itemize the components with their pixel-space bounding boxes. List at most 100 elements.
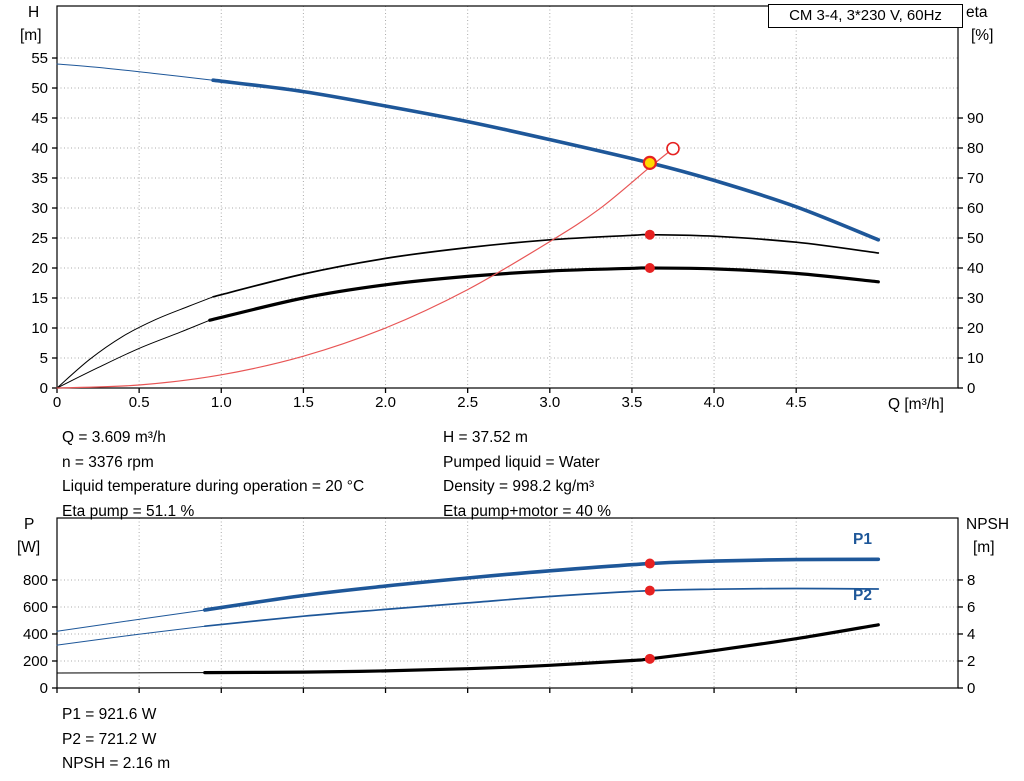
eta-pump-lead-curve: [56, 296, 214, 389]
readout-left-column: Q = 3.609 m³/h n = 3376 rpm Liquid tempe…: [62, 426, 364, 524]
svg-text:1.5: 1.5: [293, 394, 314, 411]
axis-ticks: [52, 57, 963, 393]
head-curve: [211, 78, 881, 242]
svg-text:4.0: 4.0: [704, 394, 725, 411]
svg-text:8: 8: [967, 572, 975, 589]
svg-text:40: 40: [31, 140, 48, 157]
svg-text:25: 25: [31, 230, 48, 247]
svg-text:55: 55: [31, 50, 48, 67]
svg-text:0: 0: [967, 380, 975, 397]
p1-lead-curve: [56, 609, 206, 632]
eta-axis-unit: [%]: [971, 27, 994, 44]
gridlines: [57, 518, 958, 688]
svg-text:20: 20: [967, 320, 984, 337]
svg-text:30: 30: [967, 290, 984, 307]
eta-pump-motor-line: Eta pump+motor = 40 %: [443, 502, 612, 520]
svg-text:35: 35: [31, 170, 48, 187]
npsh-value-line: NPSH = 2.16 m: [62, 755, 171, 773]
hq-eta-chart: 0 0.5 1.0 1.5 2.0 2.5 3.0 3.5 4.0 4.5 0 5 10 15 20 25 30…: [20, 4, 994, 413]
eta-pump-marker: [644, 229, 655, 240]
svg-text:4.5: 4.5: [786, 394, 807, 411]
plot-frame: [56, 5, 959, 389]
p2-curve: [203, 587, 880, 628]
npsh-curve: [203, 623, 880, 675]
eta-axis-title: eta: [966, 4, 988, 21]
speed-line: n = 3376 rpm: [62, 453, 154, 471]
svg-text:40: 40: [967, 260, 984, 277]
eta-pump-motor-curve: [208, 266, 880, 322]
svg-text:4: 4: [967, 626, 975, 643]
plot-frame: [56, 517, 959, 689]
readout-right-column: H = 37.52 m Pumped liquid = Water Densit…: [443, 426, 611, 524]
hq-eta-chart-canvas: 0 0.5 1.0 1.5 2.0 2.5 3.0 3.5 4.0 4.5 0 5 10 15 20 25 30…: [31, 5, 984, 411]
p-axis-title: P: [24, 516, 35, 533]
density-line: Density = 998.2 kg/m³: [443, 478, 595, 496]
svg-text:2: 2: [967, 653, 975, 670]
p1-marker: [644, 558, 655, 569]
eta-pump-curve: [212, 233, 880, 298]
svg-text:0: 0: [40, 380, 48, 397]
eta-pump-motor-marker: [644, 263, 655, 274]
svg-text:1.0: 1.0: [211, 394, 232, 411]
system-curve-curve: [56, 148, 674, 389]
p2-lead-curve: [56, 625, 206, 646]
p-axis-unit: [W]: [17, 539, 41, 556]
tick-labels: 0 0.5 1.0 1.5 2.0 2.5 3.0 3.5 4.0 4.5 0 5 10 15 20 25 30…: [31, 50, 983, 411]
power-npsh-chart: 0 200 400 600 800 0 2 4 6 8 P [W] NPSH [m] P1 P2: [0, 512, 1024, 712]
q-value-line: Q = 3.609 m³/h: [62, 429, 166, 446]
h-value-line: H = 37.52 m: [443, 429, 528, 446]
svg-text:0.5: 0.5: [129, 394, 150, 411]
curves: [56, 557, 881, 675]
npsh-marker: [644, 653, 655, 664]
eta-pump-motor-lead-curve: [56, 319, 211, 389]
svg-text:400: 400: [23, 626, 48, 643]
curves: [56, 63, 881, 389]
pumped-liquid-line: Pumped liquid = Water: [443, 453, 600, 471]
duty-point-readout: Q = 3.609 m³/h n = 3376 rpm Liquid tempe…: [0, 426, 1024, 520]
markers: [644, 558, 655, 664]
h-axis-unit: [m]: [20, 27, 42, 44]
svg-text:6: 6: [967, 599, 975, 616]
p2-curve-label: P2: [853, 587, 872, 604]
duty-point-marker: [642, 155, 657, 170]
power-npsh-chart-canvas: 0 200 400 600 800 0 2 4 6 8: [23, 517, 975, 697]
npsh-axis-unit: [m]: [973, 539, 995, 556]
gridlines: [57, 6, 958, 388]
svg-text:70: 70: [967, 170, 984, 187]
svg-text:15: 15: [31, 290, 48, 307]
svg-text:200: 200: [23, 653, 48, 670]
svg-text:5: 5: [40, 350, 48, 367]
svg-text:10: 10: [31, 320, 48, 337]
svg-text:50: 50: [31, 80, 48, 97]
power-readout: P1 = 921.6 W P2 = 721.2 W NPSH = 2.16 m: [62, 703, 170, 777]
svg-text:600: 600: [23, 599, 48, 616]
p1-curve: [203, 557, 881, 612]
head-lead-curve: [56, 63, 214, 81]
eta-pump-line: Eta pump = 51.1 %: [62, 502, 195, 520]
liquid-temp-line: Liquid temperature during operation = 20…: [62, 478, 365, 496]
h-axis-title: H: [28, 4, 40, 21]
svg-text:0: 0: [40, 680, 48, 697]
svg-text:30: 30: [31, 200, 48, 217]
svg-text:800: 800: [23, 572, 48, 589]
svg-text:45: 45: [31, 110, 48, 127]
svg-text:60: 60: [967, 200, 984, 217]
npsh-axis-title: NPSH: [966, 516, 1010, 533]
axis-ticks: [52, 579, 963, 693]
p1-curve-label: P1: [853, 531, 872, 548]
svg-text:80: 80: [967, 140, 984, 157]
svg-text:10: 10: [967, 350, 984, 367]
markers: [642, 141, 680, 274]
svg-text:0: 0: [53, 394, 61, 411]
svg-text:3.0: 3.0: [539, 394, 560, 411]
svg-text:90: 90: [967, 110, 984, 127]
svg-text:2.0: 2.0: [375, 394, 396, 411]
svg-text:2.5: 2.5: [457, 394, 478, 411]
pump-model-box: CM 3-4, 3*230 V, 60Hz: [768, 4, 963, 28]
svg-text:50: 50: [967, 230, 984, 247]
requested-duty-marker: [666, 141, 680, 156]
tick-labels: 0 200 400 600 800 0 2 4 6 8: [23, 572, 975, 697]
p2-value-line: P2 = 721.2 W: [62, 730, 157, 748]
svg-text:3.5: 3.5: [622, 394, 643, 411]
